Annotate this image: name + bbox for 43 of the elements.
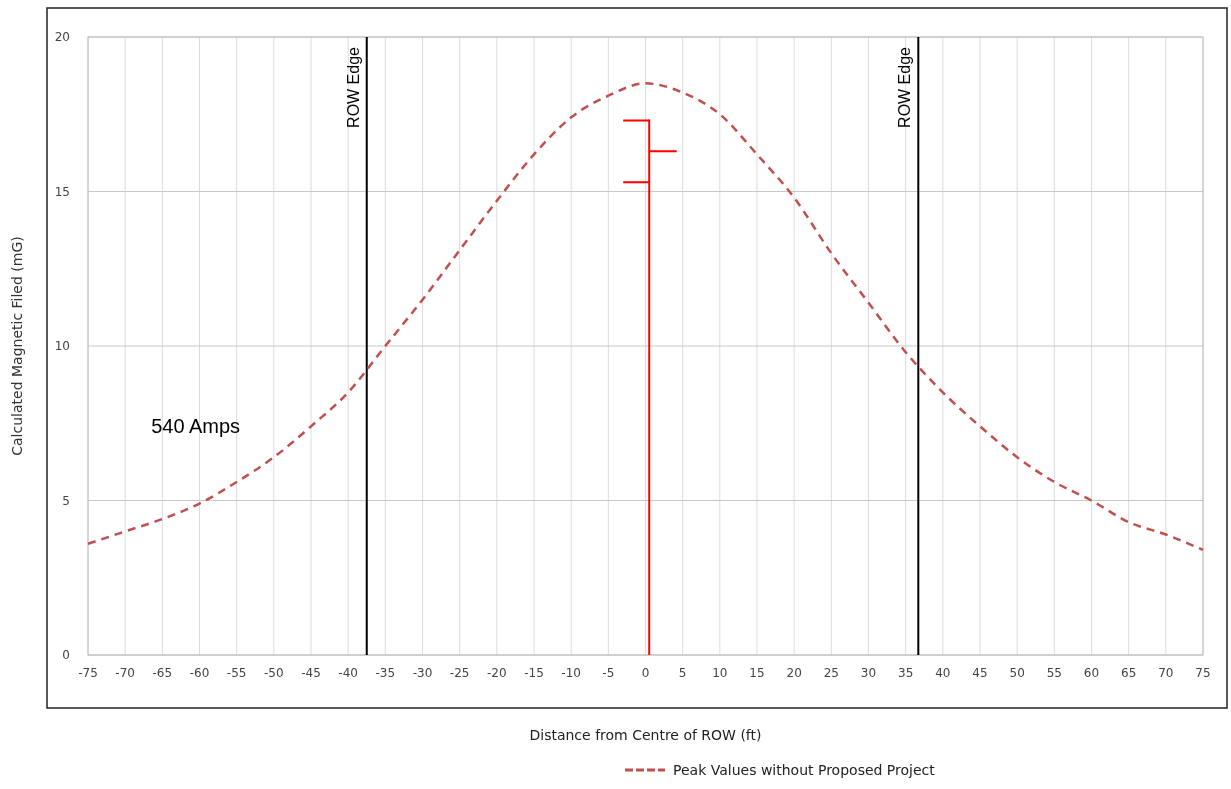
x-tick-label: 60	[1083, 666, 1100, 680]
y-tick-label: 20	[54, 30, 70, 44]
x-tick-label: 55	[1046, 666, 1062, 680]
x-tick-label: 15	[749, 666, 765, 680]
x-tick-label: -15	[524, 666, 544, 680]
x-tick-label: 45	[972, 666, 988, 680]
x-tick-label: 40	[935, 666, 951, 680]
x-tick-label: 50	[1009, 666, 1025, 680]
x-tick-label: -65	[152, 666, 173, 680]
x-tick-label: 10	[712, 666, 728, 680]
x-tick-label: 70	[1158, 666, 1174, 680]
ref-line-label: ROW Edge	[344, 46, 362, 128]
x-tick-label: -10	[561, 666, 581, 680]
y-axis-title: Calculated Magnetic Filed (mG)	[9, 236, 25, 456]
x-tick-label: -70	[115, 666, 135, 680]
x-tick-label: -55	[226, 666, 247, 680]
x-tick-label: -35	[375, 666, 396, 680]
x-tick-label: -45	[301, 666, 321, 680]
x-tick-label: 35	[898, 666, 914, 680]
y-tick-label: 0	[62, 648, 70, 662]
x-tick-label: 75	[1195, 666, 1211, 680]
x-tick-label: -40	[338, 666, 358, 680]
y-tick-label: 5	[62, 493, 70, 508]
x-tick-label: -5	[602, 666, 615, 680]
line-series	[86, 82, 1205, 552]
y-tick-label: 10	[54, 339, 70, 353]
x-axis-title: Distance from Centre of ROW (ft)	[529, 727, 762, 743]
x-tick-label: -75	[78, 666, 98, 680]
x-tick-label: -25	[449, 666, 470, 680]
x-tick-label: -30	[412, 666, 433, 680]
y-tick-label: 15	[54, 184, 70, 199]
legend-label: Peak Values without Proposed Project	[673, 762, 936, 778]
x-tick-label: -20	[487, 666, 507, 680]
x-tick-label: 30	[860, 666, 877, 680]
x-tick-label: 25	[823, 666, 839, 680]
ref-line-label: ROW Edge	[896, 46, 914, 128]
x-tick-label: 0	[641, 666, 650, 680]
x-tick-label: 20	[786, 666, 802, 680]
x-tick-label: -60	[189, 666, 210, 680]
x-tick-label: 5	[678, 666, 687, 680]
x-tick-label: -50	[264, 666, 284, 680]
x-tick-label: 65	[1121, 666, 1137, 680]
annotation: 540 Amps	[151, 414, 241, 437]
